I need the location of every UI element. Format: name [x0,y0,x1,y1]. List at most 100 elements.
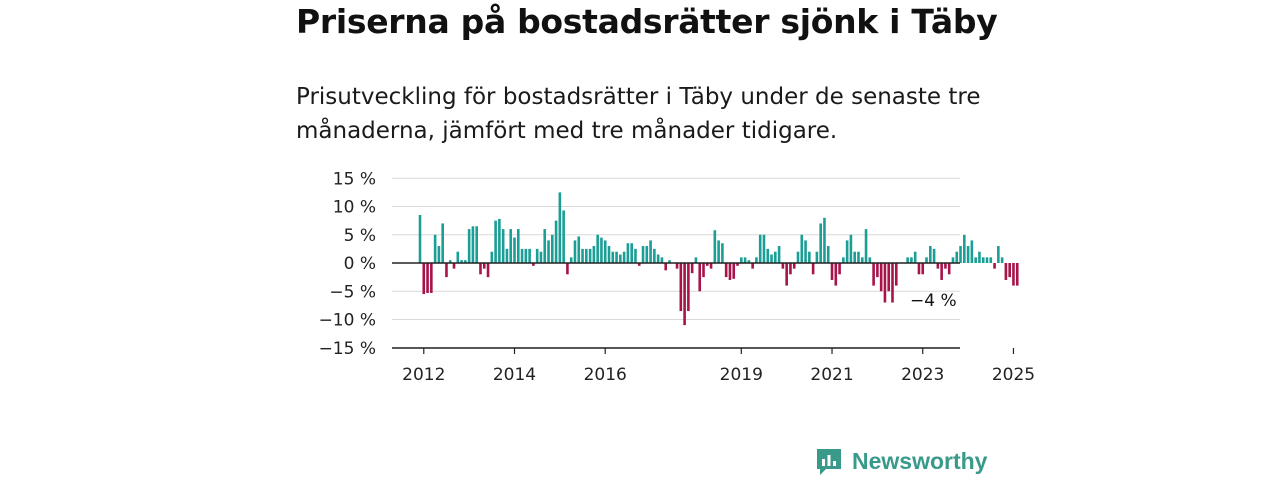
bar [656,254,660,263]
bar [637,263,641,266]
bar [1008,263,1011,278]
y-axis-labels: 15 % 10 % 5 % 0 % −5 % −10 % −15 % [319,169,376,359]
chart-subtitle: Prisutveckling för bostadsrätter i Täby … [296,84,981,144]
bar [985,257,989,263]
bar [891,263,894,303]
bar [630,243,633,263]
bar [569,257,573,263]
bar [705,263,709,266]
bar [675,263,679,269]
bar [422,263,426,295]
bar [698,263,702,292]
bar [709,263,713,269]
bar [437,246,441,263]
bar [585,248,588,263]
bar [910,257,913,263]
bar [498,218,501,263]
y-tick-label: 15 % [333,169,376,189]
bar [781,263,785,269]
y-tick-label: 10 % [333,198,376,218]
bar [864,229,868,263]
bar [1000,257,1004,263]
bar [501,229,505,263]
bar [932,248,936,263]
y-tick-label: 5 % [344,226,376,246]
bar [558,192,562,263]
bar [936,263,940,269]
bar [596,234,599,263]
brand-name: Newsworthy [852,447,988,474]
bar [804,240,807,263]
bar [668,260,671,263]
bar [906,257,909,263]
bar [800,234,804,263]
bar [683,263,686,326]
x-tick-label: 2025 [992,365,1035,385]
bar [660,257,664,263]
bar [645,246,649,263]
bar [728,263,732,280]
bar [479,263,482,275]
bar [486,263,490,278]
bar [970,240,974,263]
bar [513,237,516,263]
newsworthy-logo-icon [817,449,841,475]
bar [913,251,917,263]
bar [687,263,690,312]
bar [792,263,796,269]
bar [418,214,422,263]
bar [917,263,921,275]
x-tick-label: 2023 [901,365,944,385]
bar [679,263,683,312]
x-tick-label: 2012 [402,365,445,385]
bar [974,257,977,263]
bar [857,251,860,263]
bar [520,248,524,263]
bar [842,257,845,263]
bar [997,246,1000,263]
bar [539,251,543,263]
bar [766,248,770,263]
bar [607,246,611,263]
bar [494,220,497,263]
bar [426,263,429,293]
bar [460,260,463,263]
bar [456,251,460,263]
bar [554,220,558,263]
bar [777,246,781,263]
bar [879,263,883,292]
bar [505,248,509,263]
bar [649,240,652,263]
bar [441,223,444,263]
bar [838,263,841,275]
bar [887,263,891,292]
bar [929,246,932,263]
bar [834,263,838,286]
bar [615,251,618,263]
bar [588,248,592,263]
bar [603,240,607,263]
bar [622,251,626,263]
bar [626,243,630,263]
y-tick-label: −15 % [319,339,376,359]
chart-title: Priserna på bostadsrätter sjönk i Täby [296,2,998,41]
x-tick-label: 2016 [584,365,627,385]
bar [702,263,705,278]
newsworthy-logo[interactable]: Newsworthy [814,446,987,476]
bar [445,263,448,278]
bar [547,240,550,263]
bar [611,251,615,263]
bar [467,229,471,263]
bar [430,263,433,293]
bar [955,251,959,263]
bar [509,229,513,263]
bar [528,248,531,263]
x-axis: 2012 2014 2016 2019 2021 2023 2025 [392,347,1035,385]
bar [717,240,720,263]
bar [815,251,819,263]
bar [736,263,739,266]
bar [524,248,528,263]
bar [978,251,981,263]
bar [433,234,437,263]
bar [690,263,694,274]
